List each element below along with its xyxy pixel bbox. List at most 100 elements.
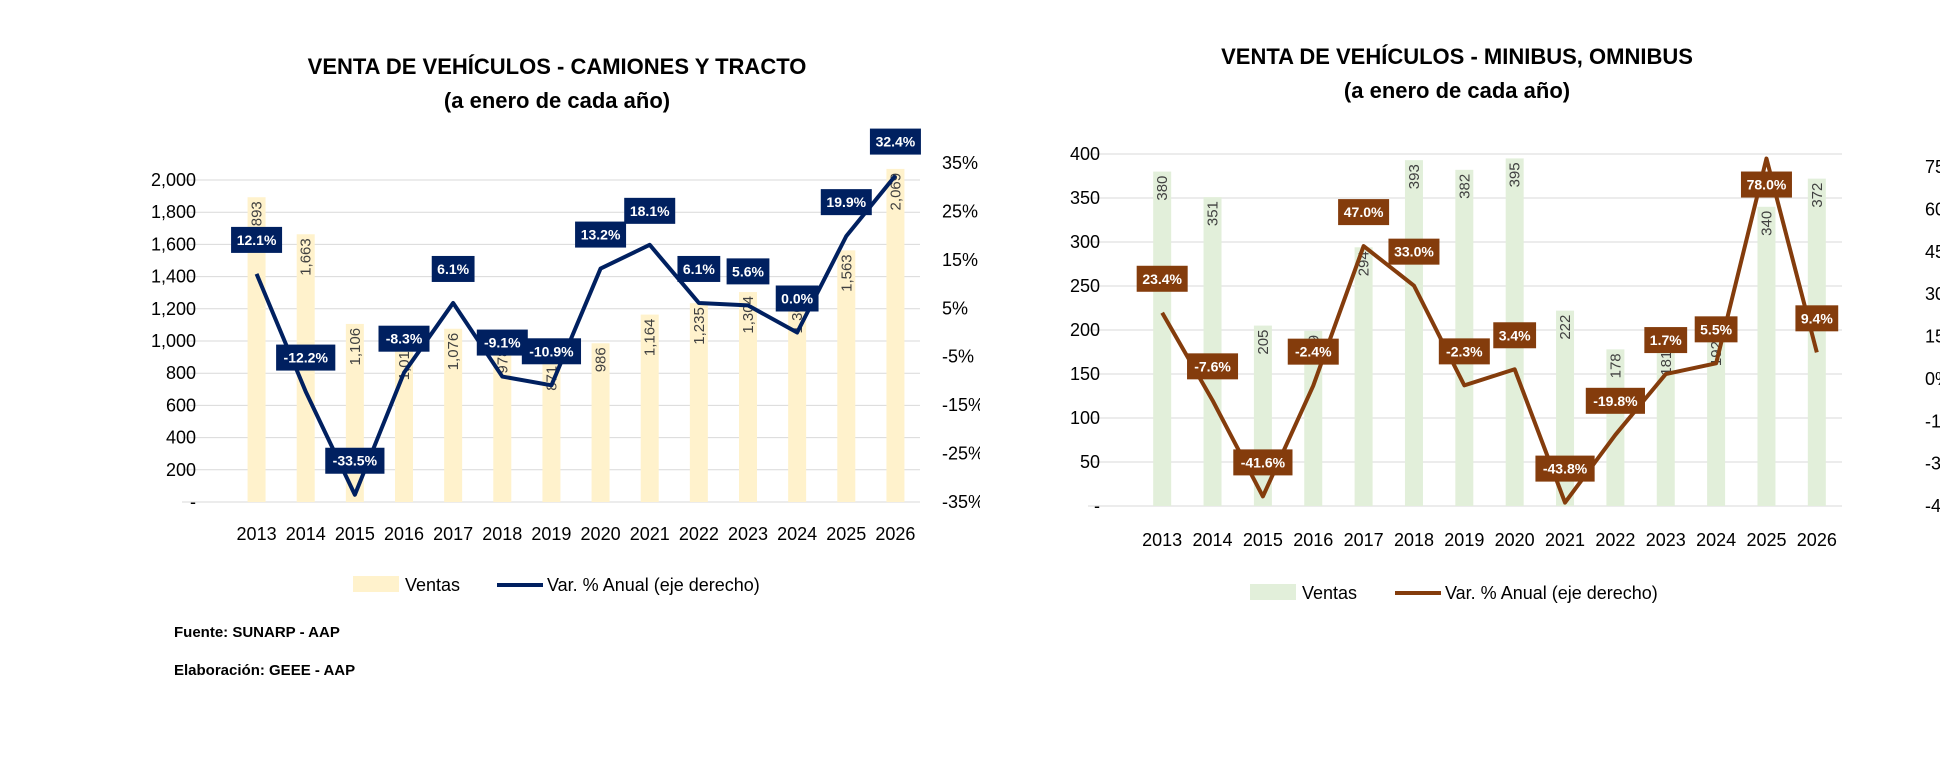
label-box [1694,316,1738,343]
y-right-tick: 0% [1925,369,1940,389]
bar-value-label: 393 [1406,164,1423,189]
line-value-label: 19.9% [826,194,866,210]
y-right-tick: -35% [942,492,980,512]
line-point-label: 5.5% [1694,316,1738,343]
legend-bar-label: Ventas [1302,583,1357,603]
y-left-tick: 400 [166,428,196,448]
label-box [231,226,283,253]
bar-value-label: 205 [1255,330,1272,355]
x-tick: 2023 [1646,530,1686,550]
x-tick: 2025 [826,524,866,544]
bar [1757,206,1776,507]
line-point-label: 32.4% [869,128,921,155]
label-box [1287,338,1339,365]
label-box [378,325,430,352]
label-box [276,344,336,371]
line-value-label: 13.2% [581,227,621,243]
line-point-label: 13.2% [575,221,627,248]
line-value-label: 1.7% [1650,332,1682,348]
line-series [254,174,897,497]
y-left-tick: 1,800 [151,202,196,222]
y-right-tick: -15% [1925,411,1940,431]
line-point-label: 5.6% [726,258,770,285]
y-left-tick: 250 [1070,276,1100,296]
bar [1354,247,1373,506]
bar-value-label: 1,106 [347,328,364,366]
line-point-label: -41.6% [1233,449,1293,476]
line-point-label: -9.1% [476,329,528,356]
y-left-tick: - [190,492,196,512]
line-value-label: -2.3% [1446,343,1483,359]
bar-value-label: 1,663 [298,238,315,276]
y-left-tick: 300 [1070,232,1100,252]
legend-line-label: Var. % Anual (eje derecho) [1445,583,1658,603]
x-tick: 2024 [1696,530,1736,550]
x-tick: 2019 [1444,530,1484,550]
x-tick: 2015 [1243,530,1283,550]
chart-subtitle: (a enero de cada año) [444,88,670,113]
line-point-label: -10.9% [521,338,582,365]
bar [1656,346,1675,506]
y-left-tick: 100 [1070,408,1100,428]
label-box [820,189,872,216]
bar-value-label: 395 [1507,162,1524,187]
label-box [575,221,627,248]
line-point-label: 19.9% [820,189,872,216]
line-point-label: -2.3% [1438,338,1490,365]
bar [591,343,610,502]
label-box [1493,322,1537,349]
line-value-label: 9.4% [1801,310,1833,326]
line-value-label: -9.1% [484,335,521,351]
line-point-label: -2.4% [1287,338,1339,365]
bar [1455,169,1474,506]
label-box [869,128,921,155]
line-point-label: 6.1% [677,255,721,282]
bar-value-label: 1,164 [642,319,659,357]
y-left-tick: 200 [1070,320,1100,340]
chart-camiones-tracto: VENTA DE VEHÍCULOS - CAMIONES Y TRACTO (a… [151,54,980,595]
label-box [1740,171,1792,198]
x-tick: 2017 [1344,530,1384,550]
bar-value-label: 1,235 [691,307,708,345]
y-right-tick: 5% [942,298,968,318]
y-left-tick: 50 [1080,452,1100,472]
x-tick: 2014 [286,524,326,544]
line-point-label: 9.4% [1795,305,1839,332]
label-box [1535,455,1595,482]
y-left-tick: 150 [1070,364,1100,384]
bar-value-label: 2,069 [887,173,904,211]
legend-bar-label: Ventas [405,575,460,595]
label-box [1644,327,1688,354]
label-box [624,197,676,224]
label-box [677,255,721,282]
bar [788,291,807,502]
line-series [1160,156,1819,505]
line-point-label: -8.3% [378,325,430,352]
bar [444,328,463,502]
bar-value-label: 222 [1557,315,1574,340]
line-value-label: 3.4% [1499,327,1531,343]
line-value-label: 5.5% [1700,321,1732,337]
y-right-tick: 35% [942,153,978,173]
x-tick: 2015 [335,524,375,544]
bar-value-label: 351 [1205,201,1222,226]
x-tick: 2013 [237,524,277,544]
y-right-tick: -25% [942,444,980,464]
y-left-tick: 2,000 [151,170,196,190]
bar [739,292,757,502]
source-note: Fuente: SUNARP - AAP [174,624,340,641]
label-box [325,447,385,474]
bar [493,344,512,502]
y-right-tick: 25% [942,201,978,221]
line-point-label: -12.2% [276,344,336,371]
line-value-label: 32.4% [876,134,916,150]
line-point-label: 18.1% [624,197,676,224]
line-value-label: 6.1% [437,261,469,277]
label-box [1388,238,1440,265]
y-left-tick: 200 [166,460,196,480]
x-tick: 2021 [630,524,670,544]
line-value-label: -2.4% [1295,344,1332,360]
line-value-label: -19.8% [1593,393,1638,409]
line-point-label: 1.7% [1644,327,1688,354]
y-right-tick: -15% [942,395,980,415]
